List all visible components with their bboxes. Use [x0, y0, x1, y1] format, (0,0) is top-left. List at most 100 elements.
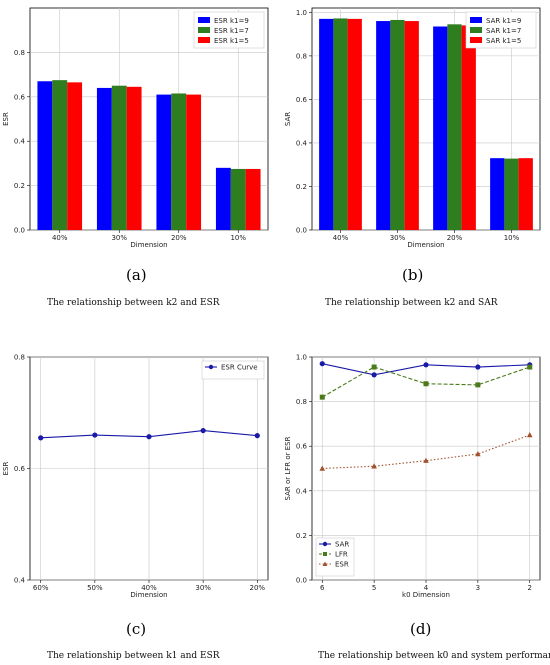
chart-a-bar	[156, 94, 172, 230]
chart-a-xlabel: Dimension	[130, 241, 167, 249]
caption-a-letter: (a)	[126, 266, 147, 284]
chart-a-legend-swatch	[198, 17, 210, 23]
chart-c-ytick-label: 0.8	[14, 354, 25, 362]
chart-c-point	[92, 432, 98, 438]
chart-a-xtick-label: 20%	[171, 234, 187, 242]
chart-c-xtick-label: 30%	[195, 584, 211, 592]
chart-d-ytick-label: 0.6	[296, 443, 308, 451]
chart-b-legend-swatch	[470, 27, 482, 33]
caption-b-text: The relationship between k2 and SAR	[325, 298, 498, 308]
chart-c-point	[200, 427, 206, 434]
chart-d-xtick-label: 3	[476, 584, 480, 592]
chart-b-bar	[319, 18, 334, 230]
chart-b-legend-label: SAR k1=7	[486, 27, 521, 35]
chart-c-point	[254, 433, 260, 439]
chart-d-ytick-label: 0.2	[296, 532, 307, 540]
chart-b-ytick-label: 0.8	[296, 52, 307, 60]
chart-d-point	[319, 361, 325, 367]
chart-d-legend-label: SAR	[335, 541, 349, 549]
chart-d-point	[526, 432, 533, 438]
chart-a-xtick-label: 40%	[52, 234, 68, 242]
chart-d-point	[475, 382, 481, 388]
chart-b-ytick-label: 0.2	[296, 183, 307, 191]
chart-a-xtick-label: 30%	[111, 234, 127, 242]
chart-b-ytick-label: 1.0	[296, 9, 307, 17]
chart-b-bar	[461, 25, 476, 231]
chart-c-ytick-label: 0.6	[14, 465, 26, 473]
chart-c-xtick-label: 20%	[250, 584, 266, 592]
chart-d-legend-label: ESR	[335, 561, 349, 569]
chart-d-legend-label: LFR	[335, 551, 348, 559]
chart-b-legend-swatch	[470, 17, 482, 23]
chart-d-ytick-label: 1.0	[296, 354, 307, 362]
chart-c-point	[38, 435, 44, 441]
chart-a-legend-label: ESR k1=9	[214, 17, 249, 25]
caption-a-text: The relationship between k2 and ESR	[47, 298, 220, 308]
caption-d-letter: (d)	[410, 620, 432, 638]
chart-b-xtick-label: 20%	[447, 234, 463, 242]
chart-b-bar	[376, 21, 391, 230]
chart-c-xtick-label: 60%	[33, 584, 49, 592]
chart-a-bar	[171, 93, 187, 230]
chart-a-ylabel: ESR	[2, 112, 10, 126]
chart-b-bar	[404, 21, 419, 230]
chart-d-legend-marker	[323, 552, 327, 556]
chart-d-point	[371, 372, 377, 378]
chart-d-point	[423, 362, 429, 368]
chart-b-ylabel: SAR	[284, 112, 292, 126]
chart-b-bar	[347, 18, 362, 230]
chart-a-bar	[215, 167, 231, 230]
chart-d-xtick-label: 6	[320, 584, 325, 592]
chart-b-legend-label: SAR k1=5	[486, 37, 521, 45]
chart-a-ytick-label: 0.8	[14, 49, 25, 57]
chart-b-xtick-label: 30%	[390, 234, 406, 242]
chart-a-bar	[37, 81, 53, 230]
chart-d-point	[475, 364, 481, 370]
chart-a-ytick-label: 0.2	[14, 182, 25, 190]
chart-c-xlabel: Dimension	[130, 591, 167, 599]
chart-b-bar	[433, 26, 448, 230]
caption-c-letter: (c)	[126, 620, 147, 638]
chart-c-point	[146, 434, 152, 440]
chart-c-ytick-label: 0.4	[14, 577, 26, 585]
chart-a-legend-label: ESR k1=5	[214, 37, 249, 45]
chart-d-point	[319, 394, 325, 400]
chart-a-ytick-label: 0.6	[14, 93, 26, 101]
chart-b-bar	[490, 158, 505, 230]
chart-a-ytick-label: 0.4	[14, 138, 26, 146]
chart-d-xlabel: k0 Dimension	[402, 591, 450, 599]
chart-d-point	[423, 381, 429, 387]
chart-a-bar	[126, 86, 142, 230]
chart-a-legend-label: ESR k1=7	[214, 27, 249, 35]
chart-a-bar	[230, 168, 246, 230]
chart-a-legend-swatch	[198, 27, 210, 33]
chart-d-xtick-label: 2	[528, 584, 532, 592]
chart-d-xtick-label: 5	[372, 584, 376, 592]
chart-b-bar	[504, 158, 519, 230]
chart-a-ytick-label: 0.0	[14, 227, 25, 235]
chart-b-ytick-label: 0.0	[296, 227, 307, 235]
chart-b-xlabel: Dimension	[407, 241, 444, 249]
chart-c-ylabel: ESR	[2, 462, 10, 476]
chart-d-point	[371, 463, 377, 469]
chart-a-xtick-label: 10%	[230, 234, 246, 242]
chart-b-bar	[447, 24, 462, 230]
chart-c-legend-label: ESR Curve	[221, 364, 258, 372]
chart-b-xtick-label: 10%	[504, 234, 520, 242]
chart-b-bar	[518, 158, 533, 230]
chart-b-ytick-label: 0.4	[296, 139, 308, 147]
chart-d-xtick-label: 4	[424, 584, 429, 592]
chart-a-bar	[111, 85, 127, 230]
chart-a-bar	[67, 82, 83, 231]
chart-a-bar	[245, 168, 261, 230]
chart-d-ytick-label: 0.8	[296, 398, 307, 406]
caption-c-text: The relationship between k1 and ESR	[47, 651, 220, 661]
chart-d-ytick-label: 0.0	[296, 577, 307, 585]
chart-c-xtick-label: 50%	[87, 584, 103, 592]
chart-d-point	[527, 364, 533, 370]
chart-a-legend-swatch	[198, 37, 210, 43]
chart-a-bar	[96, 87, 112, 230]
chart-d-point	[475, 451, 481, 457]
chart-c-legend-box	[201, 360, 265, 380]
